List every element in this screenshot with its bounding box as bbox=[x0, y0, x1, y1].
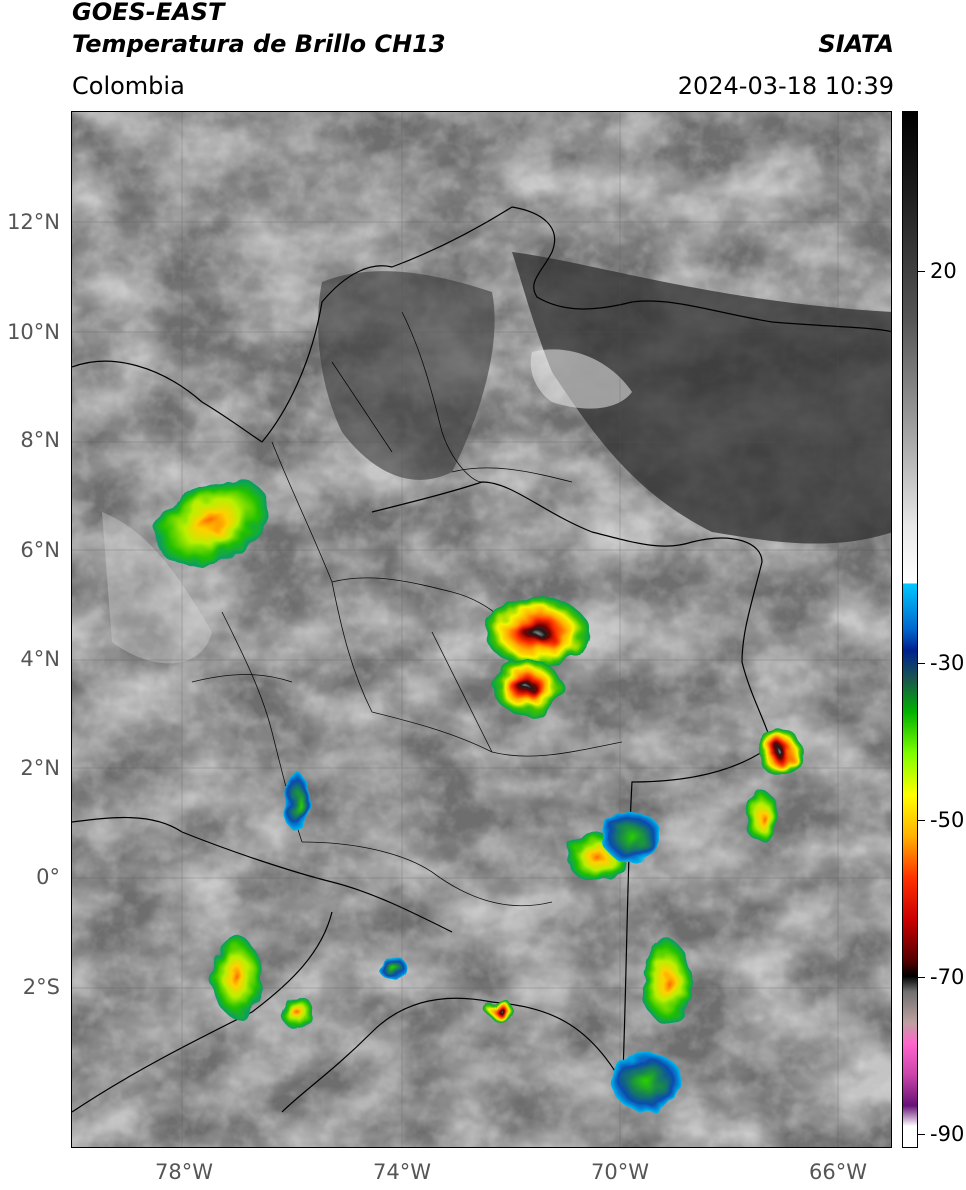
lat-label: 4°N bbox=[20, 647, 60, 671]
lat-label: 8°N bbox=[20, 428, 60, 452]
convective-cell bbox=[758, 728, 802, 776]
lat-label: 12°N bbox=[7, 210, 60, 234]
lon-label: 70°W bbox=[591, 1160, 649, 1184]
product-title: Temperatura de Brillo CH13 bbox=[72, 30, 446, 58]
lat-label: 2°N bbox=[20, 756, 60, 780]
map-panel[interactable] bbox=[71, 111, 892, 1148]
region-label: Colombia bbox=[72, 72, 185, 100]
satellite-map[interactable] bbox=[72, 112, 892, 1148]
convective-cell bbox=[282, 994, 312, 1030]
lat-label: 10°N bbox=[7, 320, 60, 344]
convective-cell bbox=[378, 955, 406, 979]
convective-cell bbox=[612, 1052, 682, 1112]
convective-cell bbox=[493, 659, 561, 715]
colorbar-tick bbox=[917, 820, 925, 821]
convective-cell bbox=[642, 940, 692, 1024]
convective-cell bbox=[744, 792, 780, 842]
colorbar-label: -30 bbox=[930, 651, 965, 675]
colorbar-tick bbox=[917, 1134, 925, 1135]
lon-label: 74°W bbox=[373, 1160, 431, 1184]
convective-cell bbox=[486, 1000, 514, 1020]
colorbar-label: -90 bbox=[930, 1122, 965, 1146]
colorbar-label: 20 bbox=[930, 259, 957, 283]
colorbar-label: -70 bbox=[930, 965, 965, 989]
colorbar-tick bbox=[917, 977, 925, 978]
colorbar-tick bbox=[917, 271, 925, 272]
colorbar bbox=[902, 111, 918, 1148]
satellite-title: GOES-EAST bbox=[72, 0, 225, 26]
colorbar-label: -50 bbox=[930, 808, 965, 832]
lon-label: 66°W bbox=[809, 1160, 867, 1184]
department-borders bbox=[191, 311, 623, 907]
graticule bbox=[72, 112, 891, 1147]
convective-cell bbox=[212, 937, 262, 1017]
lat-label: 0° bbox=[36, 865, 60, 889]
convective-cell bbox=[285, 772, 309, 832]
lon-label: 78°W bbox=[155, 1160, 213, 1184]
convective-cell bbox=[485, 597, 589, 667]
timestamp: 2024-03-18 10:39 bbox=[677, 72, 894, 100]
lat-label: 2°S bbox=[22, 975, 60, 999]
convective-cell bbox=[602, 812, 662, 862]
colorbar-tick bbox=[917, 663, 925, 664]
convective-cell bbox=[155, 479, 269, 565]
lat-label: 6°N bbox=[20, 538, 60, 562]
source-label: SIATA bbox=[818, 30, 894, 58]
